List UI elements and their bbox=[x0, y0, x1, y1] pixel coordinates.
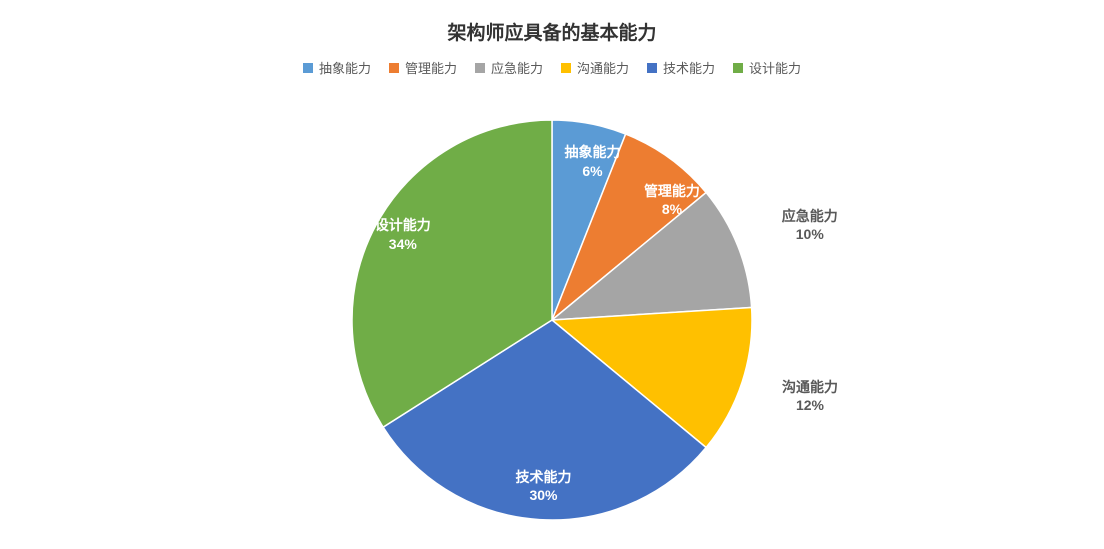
slice-label-name: 技术能力 bbox=[515, 468, 571, 486]
slice-label-percent: 10% bbox=[782, 225, 838, 243]
slice-label-name: 沟通能力 bbox=[782, 378, 838, 396]
slice-label-name: 管理能力 bbox=[644, 182, 700, 200]
slice-label: 技术能力30% bbox=[515, 468, 571, 504]
slice-label-percent: 30% bbox=[515, 486, 571, 504]
slice-label-percent: 8% bbox=[644, 200, 700, 218]
slice-label: 应急能力10% bbox=[782, 207, 838, 243]
pie-chart-container: 架构师应具备的基本能力 抽象能力管理能力应急能力沟通能力技术能力设计能力 抽象能… bbox=[0, 0, 1104, 549]
slice-label-percent: 6% bbox=[564, 161, 620, 179]
slice-label-name: 应急能力 bbox=[782, 207, 838, 225]
slice-label-name: 设计能力 bbox=[375, 216, 431, 234]
slice-label-percent: 12% bbox=[782, 396, 838, 414]
slice-label-name: 抽象能力 bbox=[564, 143, 620, 161]
slice-label-percent: 34% bbox=[375, 234, 431, 252]
slice-label: 管理能力8% bbox=[644, 182, 700, 218]
slice-label: 沟通能力12% bbox=[782, 378, 838, 414]
slice-label: 设计能力34% bbox=[375, 216, 431, 252]
slice-label: 抽象能力6% bbox=[564, 143, 620, 179]
pie-wrap: 抽象能力6% 管理能力8% 应急能力10% 沟通能力12% 技术能力30% 设计能力34% bbox=[0, 0, 1104, 549]
